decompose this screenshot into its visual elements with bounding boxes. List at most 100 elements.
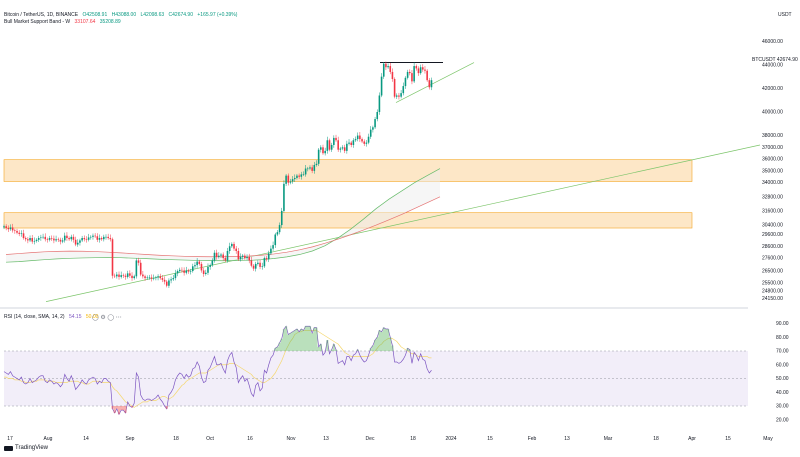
candle-body	[391, 71, 394, 80]
candle	[72, 234, 75, 243]
candle-body	[408, 71, 411, 74]
candle-body	[31, 238, 34, 242]
price-tick-label: 26500.00	[762, 269, 783, 275]
price-tick-label: 29600.00	[762, 232, 783, 238]
candle	[202, 267, 205, 277]
candle	[254, 261, 257, 272]
band-legend[interactable]: Bull Market Support Band - W 33107.64 35…	[4, 19, 124, 26]
candle	[120, 271, 122, 279]
price-tick-label: 40000.00	[762, 109, 783, 115]
candle-body	[205, 272, 207, 274]
rsi-tick-label: 60.00	[776, 362, 789, 368]
time-tick-label: Dec	[366, 436, 375, 442]
price-axis[interactable]: 46000.00 44000.00 42000.00 40000.00 38000.00…	[762, 39, 783, 302]
candle	[85, 236, 88, 243]
rsi-label: RSI (14, close, SMA, 14, 2)	[4, 314, 65, 320]
candle-body	[16, 230, 18, 233]
candle-body	[9, 227, 12, 230]
candle	[118, 271, 120, 280]
candle	[339, 146, 342, 153]
candle-body	[352, 140, 355, 145]
candle-body	[165, 281, 168, 286]
price-tick-label: 44000.00	[762, 62, 783, 68]
time-tick-label: 18	[410, 436, 416, 442]
candle	[113, 273, 116, 278]
candle-body	[302, 174, 305, 176]
candle	[263, 256, 266, 268]
candle	[150, 274, 153, 282]
candle	[311, 164, 313, 174]
candle	[194, 262, 196, 269]
candle-body	[298, 175, 300, 177]
candle	[168, 278, 170, 288]
candle	[239, 253, 242, 262]
candle	[350, 140, 352, 148]
candle-body	[55, 239, 57, 241]
rsi-axis[interactable]: 90.00 80.00 70.00 60.00 50.00 40.00 30.00 20.00	[776, 321, 789, 423]
candle-body	[404, 77, 407, 87]
candle	[378, 92, 381, 115]
candle	[5, 224, 7, 231]
candle-body	[244, 255, 246, 259]
candle-body	[87, 237, 90, 240]
candle-body	[246, 256, 248, 259]
candle-body	[150, 277, 153, 279]
candle	[376, 109, 379, 122]
candle-body	[304, 168, 307, 175]
rsi-legend[interactable]: RSI (14, close, SMA, 14, 2) 54.15 50.00	[4, 314, 101, 321]
candle	[185, 266, 188, 275]
candle	[40, 234, 42, 241]
candle	[400, 90, 402, 99]
candle	[191, 263, 194, 273]
candle-body	[369, 129, 372, 137]
candle	[53, 235, 55, 244]
candle	[430, 77, 433, 91]
candle-body	[296, 175, 298, 178]
candle-body	[224, 258, 227, 261]
candle-body	[254, 263, 257, 269]
candle	[287, 173, 290, 186]
candle	[387, 63, 389, 69]
candle	[211, 258, 214, 267]
candle	[333, 135, 335, 148]
candle-body	[194, 265, 196, 267]
time-axis[interactable]: 17 Aug 14 Sep 18 Oct 16 Nov 13 Dec 18 2024 15 Feb 13 Ma…	[7, 436, 773, 442]
candle-body	[90, 236, 92, 238]
candle-body	[202, 270, 205, 274]
candle	[285, 173, 287, 187]
candle	[137, 257, 140, 266]
candle-body	[159, 276, 162, 279]
price-pane[interactable]	[3, 61, 761, 302]
symbol-legend[interactable]: Bitcoin / TetherUS, 1D, BINANCE O42508.9…	[4, 12, 240, 19]
tradingview-brand[interactable]: TradingView	[4, 445, 48, 451]
candle-body	[293, 177, 296, 180]
rsi-toolbar-icons[interactable]: ◯ ⚙ ◯ ⋯	[92, 315, 122, 321]
candle-body	[68, 238, 70, 240]
candle-body	[11, 227, 14, 231]
candle-body	[374, 119, 376, 128]
candle	[246, 254, 248, 261]
candle-body	[233, 243, 235, 249]
candle-body	[231, 243, 233, 247]
band-value-sma: 33107.64	[74, 19, 96, 25]
candle	[356, 132, 359, 142]
candle	[189, 268, 192, 275]
candle	[57, 237, 60, 243]
candle-body	[70, 236, 73, 240]
candle	[369, 126, 372, 139]
candle-body	[287, 175, 290, 183]
candle-body	[211, 260, 214, 266]
candle-body	[14, 230, 16, 231]
candle-body	[333, 137, 335, 145]
candle-body	[289, 181, 292, 183]
candle	[248, 253, 251, 264]
candle	[161, 275, 164, 283]
rsi-pane[interactable]	[3, 325, 748, 416]
candle-body	[135, 260, 138, 277]
candle-body	[22, 233, 25, 239]
candle-body	[116, 274, 118, 277]
time-tick-label: 15	[487, 436, 493, 442]
candle-body	[33, 240, 36, 242]
candle	[320, 145, 322, 153]
